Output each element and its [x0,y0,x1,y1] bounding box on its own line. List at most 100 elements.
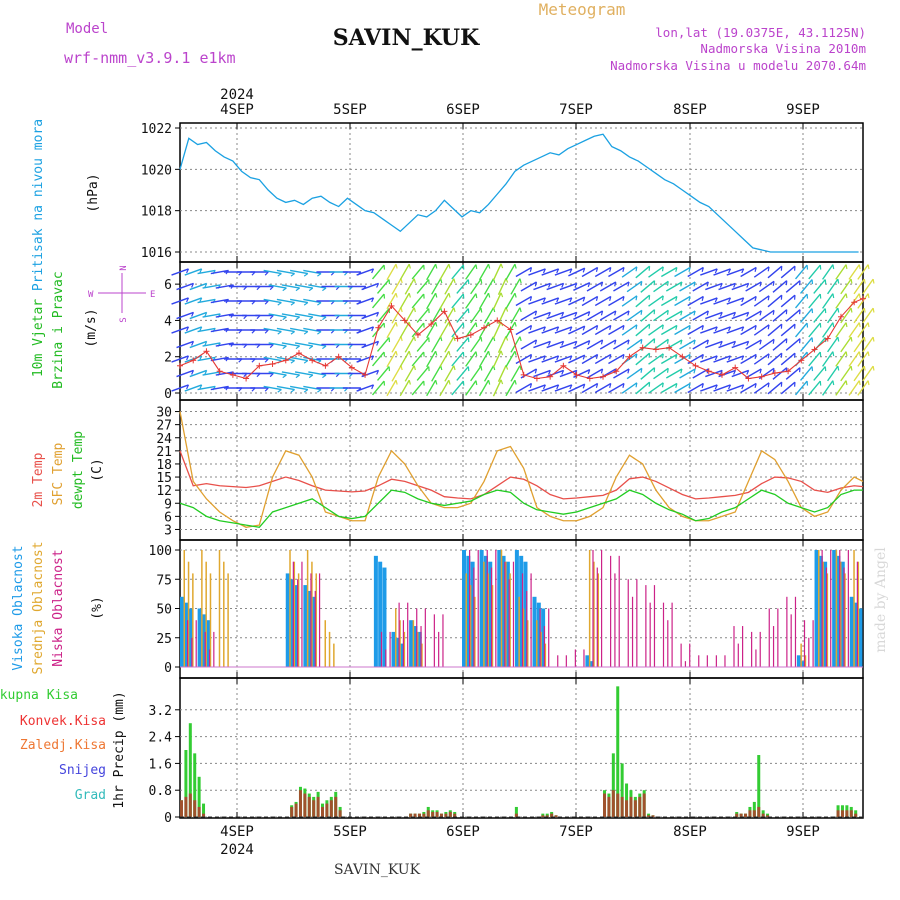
wind-arrow-head [186,326,190,332]
wind-arrow [176,369,194,378]
pressure-unit: (hPa) [86,173,101,212]
cloud-low-bar [469,550,471,667]
wind-arrow-head [595,383,599,388]
wind-arrow-head [371,297,375,303]
precip-legend-snow: Snijeg [59,763,106,778]
cloud-mid-bar [835,550,838,667]
wind-arrow [586,339,603,350]
wind-arrow [700,268,718,276]
wind-arrow [416,279,430,294]
wind-arrow-head [666,339,669,344]
wind-arrow-head [728,384,731,390]
wind-arrow [276,385,295,391]
wind-arrow-head [680,368,683,374]
y-tick-label: 21 [156,445,172,460]
wind-arrow-head [767,382,770,388]
wind-arrow [371,351,385,367]
wind-arrow [626,338,643,351]
wind-arrow-head [542,355,546,361]
wind-arrow [210,269,229,275]
wind-arrow-head [772,310,775,315]
wind-arrow [648,353,664,365]
wind-arrow-head [435,351,438,356]
cloud-mid-bar [826,573,829,667]
wind-arrow-head [487,264,491,269]
cloud-mid-bar [297,573,300,667]
precip-conv-bar [413,813,417,817]
y-tick-label: 0 [164,811,172,826]
wind-arrow [210,327,229,333]
cloud-low-bar [777,608,779,667]
precip-conv-bar [453,813,457,817]
wind-arrow-head [728,268,731,274]
wind-arrow [640,367,656,380]
wind-arrow-head [519,307,522,313]
cloud-high-bar [849,596,854,667]
wind-arrow [197,327,216,333]
wind-arrow [700,326,718,334]
wind-arrow-head [635,324,638,330]
wind-arrow [492,292,502,310]
cloud-high-bar [378,561,383,667]
bottom-day-label: 7SEP [559,824,593,840]
wind-arrow-head [850,366,853,371]
wind-arrow-head [547,312,551,317]
wind-arrow-head [269,344,274,349]
wind-arrow [799,279,813,294]
wind-arrow [835,264,847,280]
precip-conv-bar [739,813,743,817]
y-tick-label: 6 [164,510,172,525]
cloud-low-bar [706,655,708,667]
cloud-high-bar [400,643,405,667]
cloud-mid-bar [588,550,591,667]
wind-arrow-head [569,384,573,390]
wind-arrow [679,281,696,292]
wind-arrow [794,380,808,396]
wind-arrow [465,322,477,338]
year-label-top: 2024 [220,87,254,103]
y-tick-label: 3 [164,523,172,538]
cloud-low-bar [543,626,546,667]
wind-arrow [268,313,287,318]
wind-arrow-head [845,322,848,328]
wind-arrow-head [728,355,731,361]
wind-arrow [470,307,482,324]
cloud-mid-bar [192,573,194,667]
wind-arrow-head [627,339,630,345]
wind-arrow [492,350,502,368]
wind-arrow [700,384,718,392]
wind-arrow-head [595,325,599,330]
wind-arrow-head [199,384,203,390]
wind-arrow [451,351,464,367]
wind-arrow [559,282,578,291]
wind-arrow-head [845,293,848,299]
wind-arrow [303,269,322,275]
cloud-mid-bar [822,561,824,667]
wind-arrow [465,380,477,396]
wind-arrow [613,339,630,350]
cloud-high-bar [858,608,863,667]
wind-arrow [356,326,374,334]
wind-arrow [376,337,390,352]
precip-conv-bar [752,810,756,817]
temp-ylabel-1: 2m Temp [31,452,46,507]
wind-arrow [713,268,731,276]
precip-conv-bar [435,811,439,817]
cloud-low-bar [671,602,673,667]
wind-arrow [581,266,598,278]
wind-arrow [386,379,397,397]
cloud-mid-bar [306,550,309,667]
wind-arrow [356,384,374,392]
wind-arrow-head [863,308,866,313]
cloud-mid-bar [518,596,520,667]
wind-arrow-head [609,296,612,301]
panel-frame [179,677,864,819]
cloud-low-bar [803,620,806,667]
y-tick-label: 0 [164,387,172,402]
precip-conv-bar [294,803,298,817]
cloud-mid-bar [399,620,401,667]
wind-arrow [416,366,430,381]
wind-arrow [533,282,551,291]
wind-arrow-head [395,264,398,269]
